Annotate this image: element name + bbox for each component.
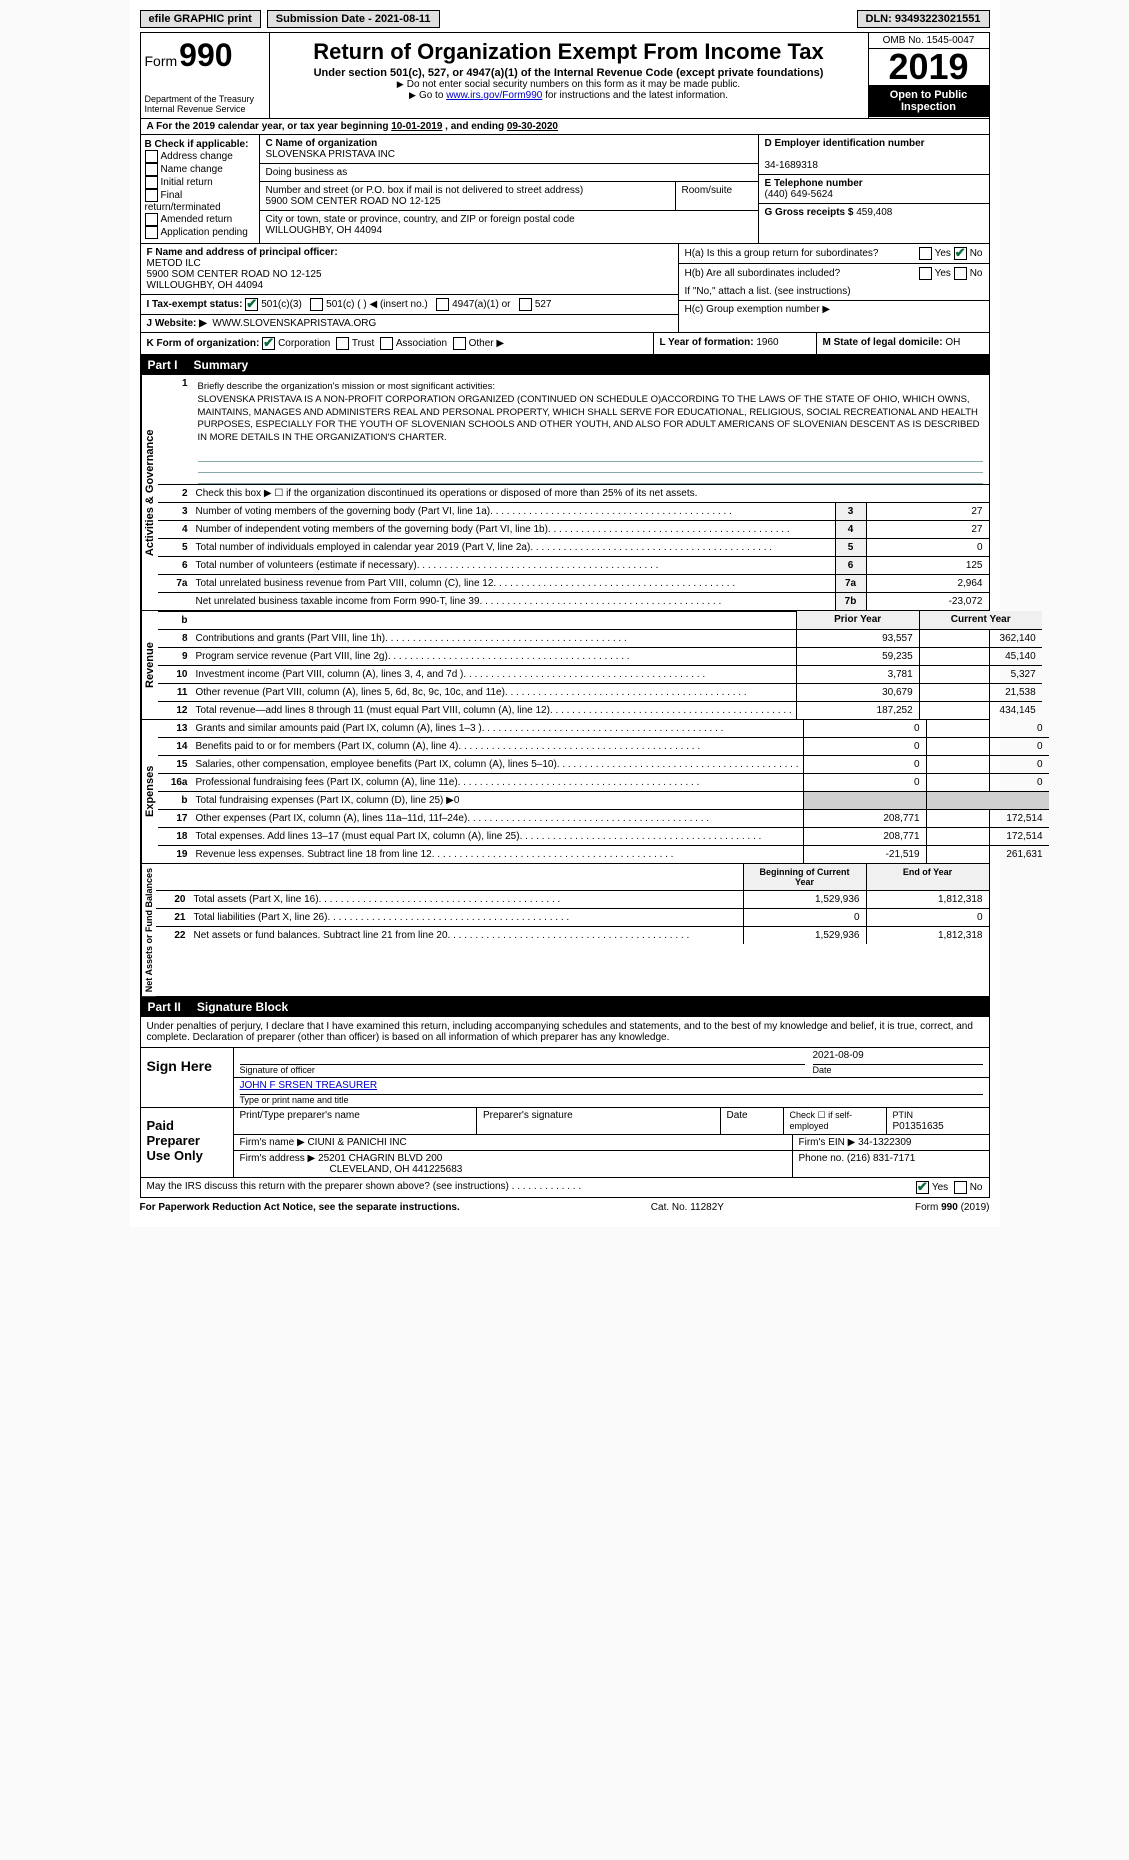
entity-info-block: B Check if applicable: Address change Na… [140, 134, 990, 244]
perjury-statement: Under penalties of perjury, I declare th… [140, 1017, 990, 1048]
summary-row: 4 Number of independent voting members o… [158, 521, 989, 539]
submission-date: Submission Date - 2021-08-11 [267, 10, 440, 28]
form-header: Form 990 Department of the Treasury Inte… [140, 32, 990, 118]
tax-year: 2019 [869, 49, 989, 85]
summary-row: 17 Other expenses (Part IX, column (A), … [158, 810, 1049, 828]
dln: DLN: 93493223021551 [857, 10, 990, 28]
efile-badge: efile GRAPHIC print [140, 10, 261, 28]
discuss-row: May the IRS discuss this return with the… [140, 1178, 990, 1198]
summary-row: 18 Total expenses. Add lines 13–17 (must… [158, 828, 1049, 846]
page-footer: For Paperwork Reduction Act Notice, see … [140, 1198, 990, 1217]
summary-row: 10 Investment income (Part VIII, column … [158, 666, 1042, 684]
summary-row: 13 Grants and similar amounts paid (Part… [158, 720, 1049, 738]
summary-row: 8 Contributions and grants (Part VIII, l… [158, 630, 1042, 648]
summary-row: Net unrelated business taxable income fr… [158, 593, 989, 610]
summary-row: 12 Total revenue—add lines 8 through 11 … [158, 702, 1042, 719]
mission-text: SLOVENSKA PRISTAVA IS A NON-PROFIT CORPO… [198, 394, 980, 443]
dept-treasury: Department of the Treasury [145, 94, 265, 104]
summary-row: 3 Number of voting members of the govern… [158, 503, 989, 521]
street-address: 5900 SOM CENTER ROAD NO 12-125 [266, 196, 441, 207]
summary-row: 11 Other revenue (Part VIII, column (A),… [158, 684, 1042, 702]
phone: (440) 649-5624 [765, 189, 833, 200]
part1-revenue: Revenue b Prior Year Current Year 8 Cont… [140, 611, 990, 720]
ssn-warning: Do not enter social security numbers on … [278, 79, 860, 90]
officer-name-link[interactable]: JOHN F SRSEN TREASURER [240, 1080, 378, 1091]
officer-name: METOD ILC [147, 258, 201, 269]
summary-row: 5 Total number of individuals employed i… [158, 539, 989, 557]
summary-row: 15 Salaries, other compensation, employe… [158, 756, 1049, 774]
ein: 34-1689318 [765, 160, 818, 171]
top-bar: efile GRAPHIC print Submission Date - 20… [140, 10, 990, 28]
row-a-tax-year: A For the 2019 calendar year, or tax yea… [140, 118, 990, 134]
city-state-zip: WILLOUGHBY, OH 44094 [266, 225, 383, 236]
ptin: P01351635 [893, 1121, 944, 1132]
summary-row: 6 Total number of volunteers (estimate i… [158, 557, 989, 575]
website: WWW.SLOVENSKAPRISTAVA.ORG [212, 318, 376, 329]
summary-row: 14 Benefits paid to or for members (Part… [158, 738, 1049, 756]
summary-row: 19 Revenue less expenses. Subtract line … [158, 846, 1049, 863]
preparer-phone: (216) 831-7171 [847, 1153, 915, 1164]
firm-ein: 34-1322309 [858, 1137, 911, 1148]
open-to-public: Open to Public Inspection [869, 85, 989, 117]
summary-row: 21 Total liabilities (Part X, line 26) 0… [156, 909, 989, 927]
form-number: 990 [179, 37, 232, 74]
officer-group-block: F Name and address of principal officer:… [140, 244, 990, 333]
irs-label: Internal Revenue Service [145, 104, 265, 114]
summary-row: b Total fundraising expenses (Part IX, c… [158, 792, 1049, 810]
part1-header: Part I Summary [140, 355, 990, 375]
row-klm: K Form of organization: Corporation Trus… [140, 333, 990, 355]
part1-netassets: Net Assets or Fund Balances Beginning of… [140, 864, 990, 997]
part1-expenses: Expenses 13 Grants and similar amounts p… [140, 720, 990, 864]
box-b: B Check if applicable: Address change Na… [141, 135, 260, 243]
form-word: Form [145, 53, 178, 69]
summary-row: 9 Program service revenue (Part VIII, li… [158, 648, 1042, 666]
part1-ag: Activities & Governance 1 Briefly descri… [140, 375, 990, 611]
form-subtitle: Under section 501(c), 527, or 4947(a)(1)… [278, 67, 860, 79]
signature-block: Sign Here Signature of officer 2021-08-0… [140, 1048, 990, 1178]
org-name: SLOVENSKA PRISTAVA INC [266, 149, 396, 160]
firm-name: CIUNI & PANICHI INC [307, 1137, 406, 1148]
instructions-link-row: Go to www.irs.gov/Form990 for instructio… [278, 90, 860, 101]
part2-header: Part II Signature Block [140, 997, 990, 1017]
form990-link[interactable]: www.irs.gov/Form990 [446, 90, 542, 101]
gross-receipts: 459,408 [856, 207, 892, 218]
summary-row: 7a Total unrelated business revenue from… [158, 575, 989, 593]
summary-row: 22 Net assets or fund balances. Subtract… [156, 927, 989, 944]
form-title: Return of Organization Exempt From Incom… [278, 39, 860, 65]
summary-row: 20 Total assets (Part X, line 16) 1,529,… [156, 891, 989, 909]
summary-row: 16a Professional fundraising fees (Part … [158, 774, 1049, 792]
